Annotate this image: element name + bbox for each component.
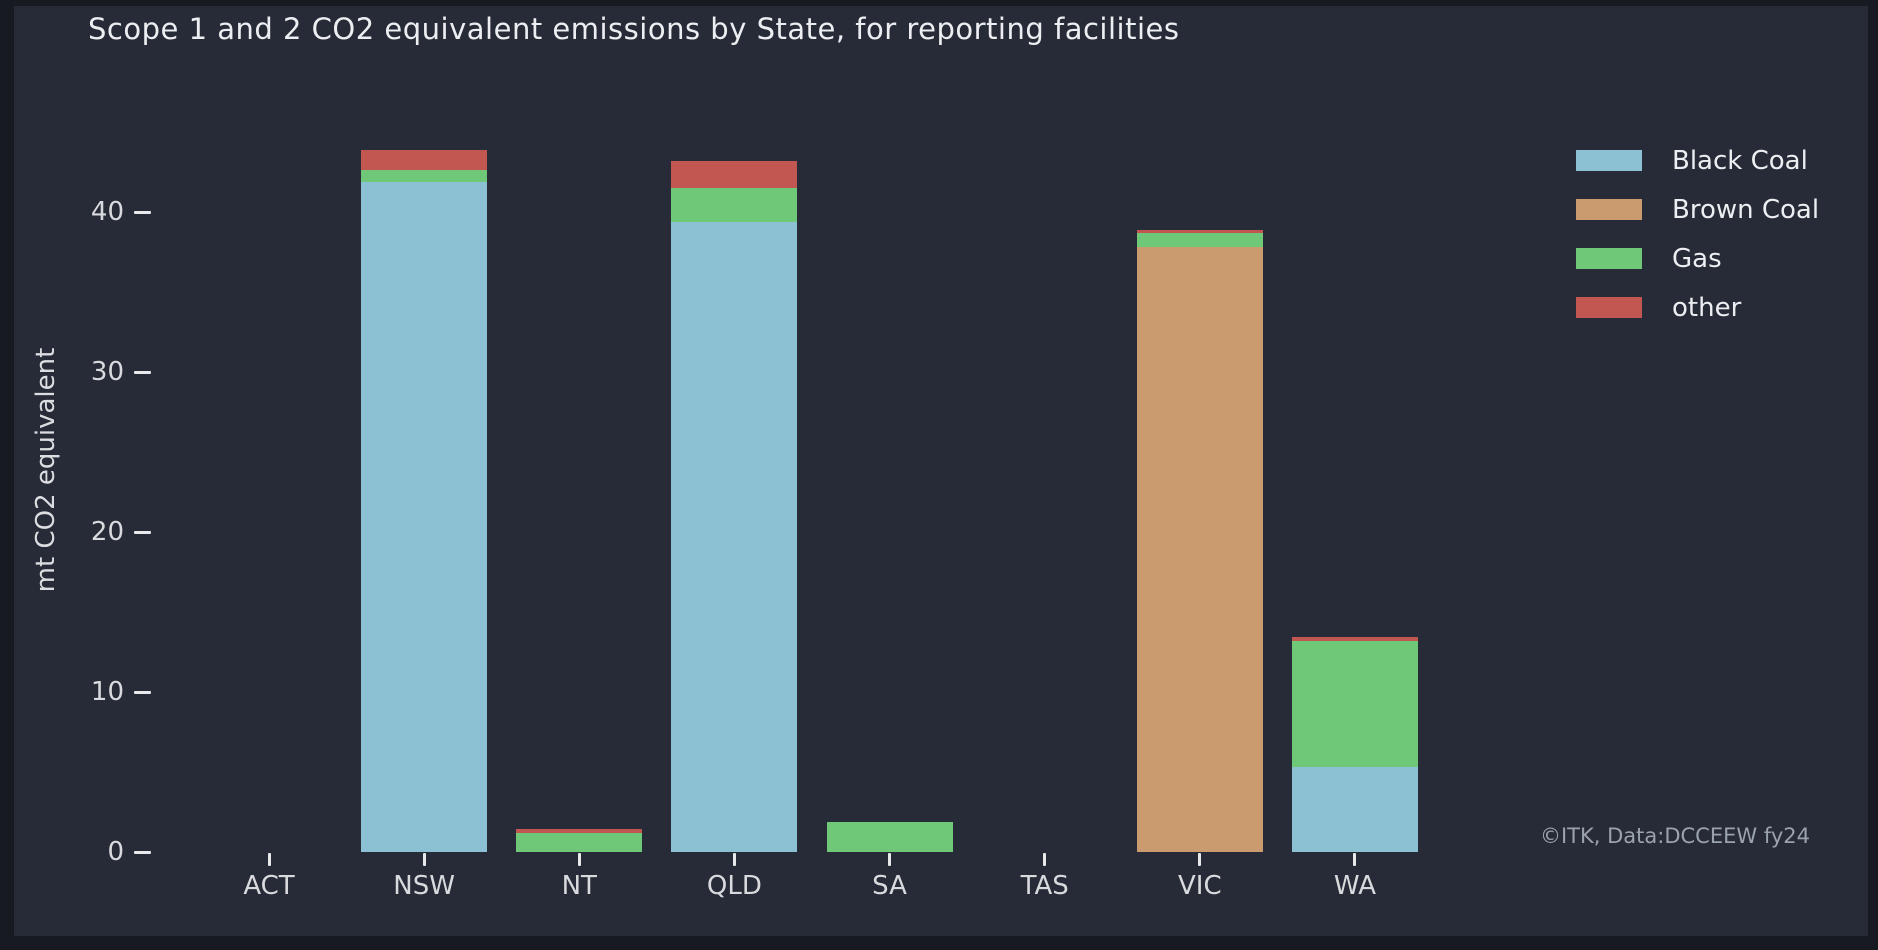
y-tick-mark	[134, 211, 151, 214]
bar-segment-qld-other	[671, 160, 798, 188]
bar-segment-vic-gas	[1136, 232, 1263, 248]
x-tick-mark	[1043, 853, 1047, 866]
y-tick-mark	[134, 371, 151, 374]
x-tick-label-tas: TAS	[1020, 871, 1069, 901]
bar-segment-nt-gas	[516, 832, 643, 852]
legend-swatch-brown-coal	[1576, 199, 1642, 220]
x-tick-mark	[1198, 853, 1202, 866]
legend-swatch-other	[1576, 297, 1642, 318]
bar-segment-qld-black-coal	[671, 221, 798, 852]
legend-label-black-coal: Black Coal	[1672, 146, 1808, 176]
x-tick-label-nt: NT	[561, 871, 597, 901]
x-tick-label-nsw: NSW	[393, 871, 455, 901]
legend-label-other: other	[1672, 293, 1742, 323]
y-tick-mark	[134, 851, 151, 854]
source-annotation: ©ITK, Data:DCCEEW fy24	[1539, 824, 1810, 848]
bar-segment-nt-other	[516, 828, 643, 833]
bar-segment-nsw-gas	[361, 169, 488, 182]
chart-canvas-background	[14, 6, 1868, 936]
legend-swatch-black-coal	[1576, 150, 1642, 171]
x-tick-mark	[732, 853, 736, 866]
bar-segment-sa-gas	[826, 821, 953, 852]
legend-swatch-gas	[1576, 248, 1642, 269]
bar-segment-vic-brown-coal	[1136, 247, 1263, 852]
chart-title: Scope 1 and 2 CO2 equivalent emissions b…	[88, 12, 1180, 46]
bar-segment-nsw-black-coal	[361, 181, 488, 852]
x-tick-label-vic: VIC	[1178, 871, 1222, 901]
y-tick-label: 40	[90, 197, 124, 227]
bar-segment-nsw-other	[361, 150, 488, 170]
legend-label-gas: Gas	[1672, 244, 1722, 274]
legend-label-brown-coal: Brown Coal	[1672, 195, 1820, 225]
x-tick-mark	[888, 853, 892, 866]
bar-segment-wa-gas	[1291, 640, 1418, 768]
bar-segment-qld-gas	[671, 188, 798, 222]
x-tick-mark	[577, 853, 581, 866]
bar-segment-vic-other	[1136, 229, 1263, 233]
y-tick-mark	[134, 531, 151, 534]
y-tick-label: 10	[90, 677, 124, 707]
x-tick-label-act: ACT	[243, 871, 295, 901]
bar-segment-wa-black-coal	[1291, 767, 1418, 852]
x-tick-label-qld: QLD	[706, 871, 762, 901]
bar-segment-wa-other	[1291, 636, 1418, 641]
x-tick-mark	[267, 853, 271, 866]
y-tick-label: 30	[90, 357, 124, 387]
x-tick-mark	[1353, 853, 1357, 866]
x-tick-label-sa: SA	[872, 871, 907, 901]
x-tick-mark	[422, 853, 426, 866]
y-tick-label: 0	[107, 837, 124, 867]
y-tick-mark	[134, 691, 151, 694]
y-tick-label: 20	[90, 517, 124, 547]
x-tick-label-wa: WA	[1333, 871, 1376, 901]
